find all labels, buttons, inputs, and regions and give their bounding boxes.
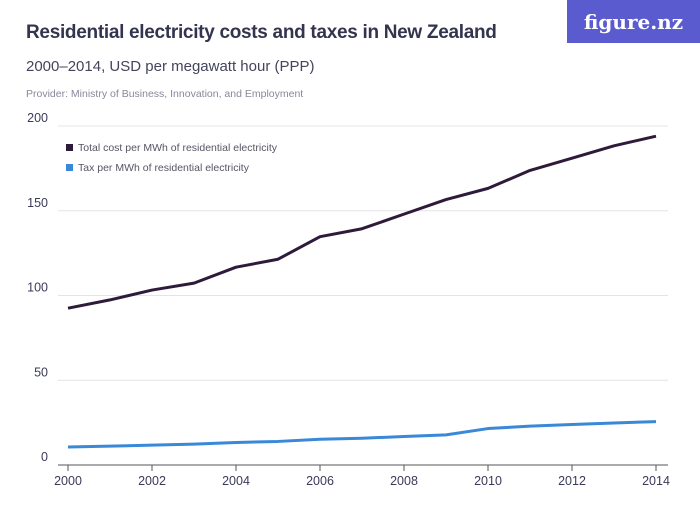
figure-nz-logo[interactable]: figure.nz <box>567 0 700 43</box>
x-tick-label: 2012 <box>558 474 586 488</box>
legend-swatch <box>66 144 73 151</box>
legend-label: Tax per MWh of residential electricity <box>78 162 250 174</box>
y-tick-label: 150 <box>27 196 48 210</box>
chart-title: Residential electricity costs and taxes … <box>26 22 497 43</box>
x-tick-label: 2006 <box>306 474 334 488</box>
x-tick-label: 2014 <box>642 474 670 488</box>
x-tick-label: 2002 <box>138 474 166 488</box>
x-tick-label: 2010 <box>474 474 502 488</box>
provider-text: Provider: Ministry of Business, Innovati… <box>26 88 304 100</box>
x-tick-label: 2000 <box>54 474 82 488</box>
series-line-2 <box>67 420 657 449</box>
x-tick-label: 2008 <box>390 474 418 488</box>
series-line-1 <box>67 134 657 310</box>
y-tick-label: 200 <box>27 111 48 125</box>
x-tick-label: 2004 <box>222 474 250 488</box>
y-tick-label: 0 <box>41 450 48 464</box>
y-tick-label: 50 <box>34 365 48 379</box>
legend-swatch <box>66 164 73 171</box>
y-tick-label: 100 <box>27 281 48 295</box>
chart-subtitle: 2000–2014, USD per megawatt hour (PPP) <box>26 58 315 75</box>
legend-label: Total cost per MWh of residential electr… <box>78 142 278 154</box>
